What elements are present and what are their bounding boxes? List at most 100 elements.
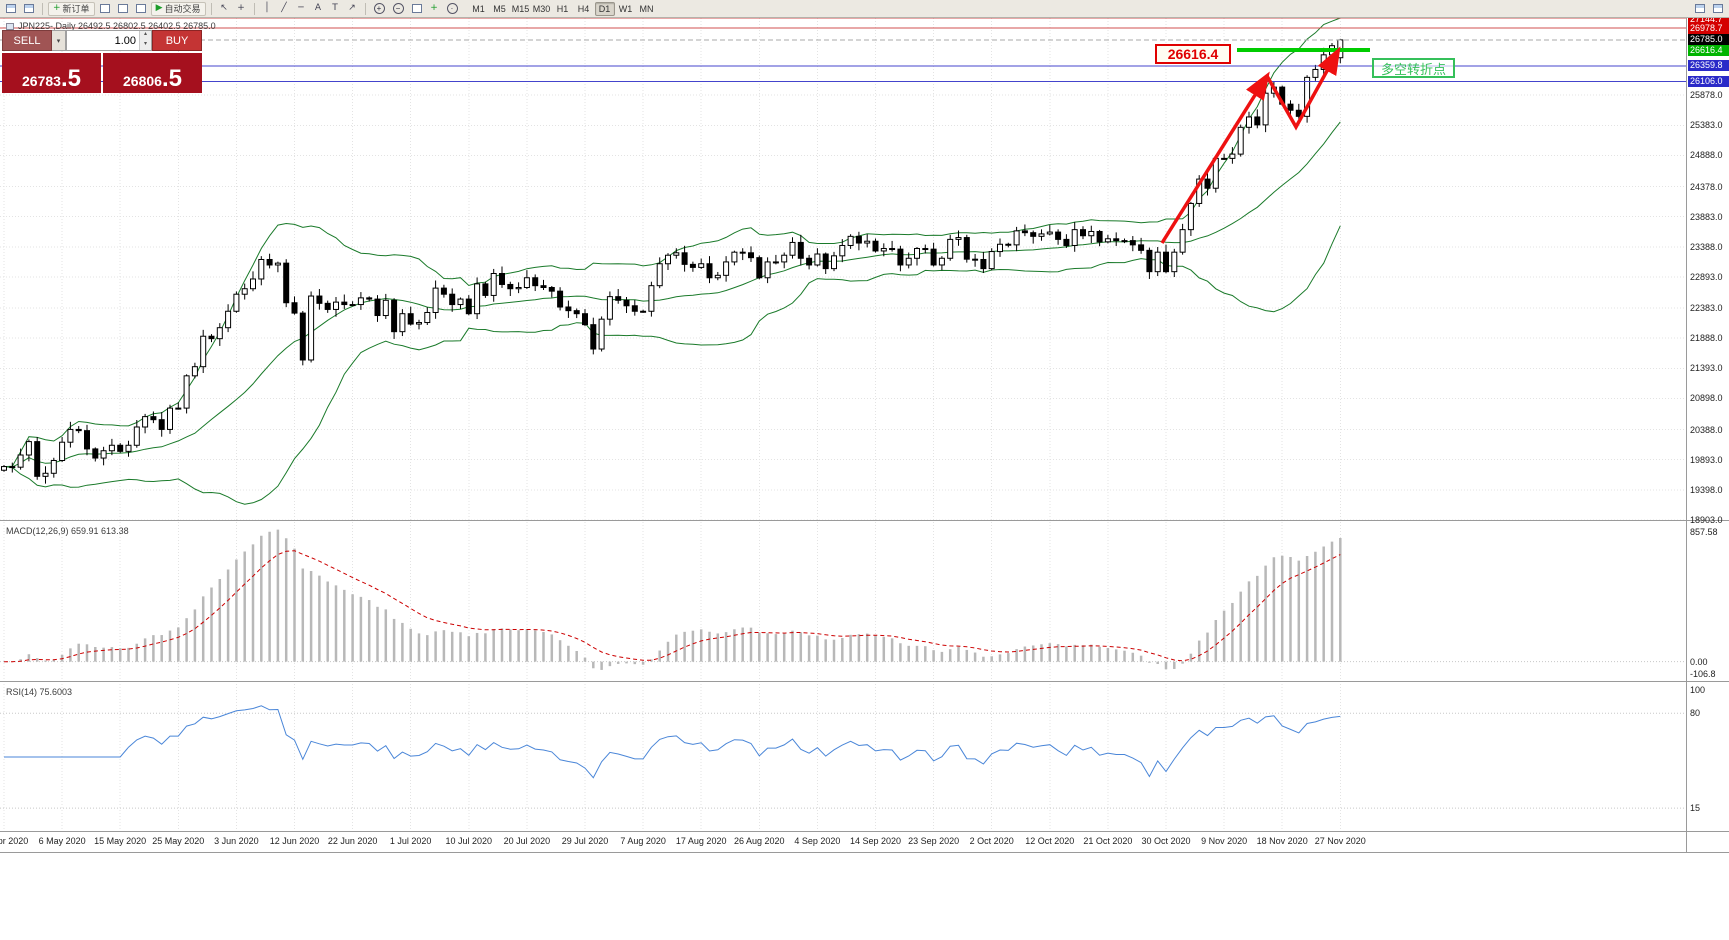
date-label: 3 Jun 2020 <box>214 836 259 846</box>
stepper-up-icon[interactable]: ▴ <box>140 31 151 41</box>
zoom-out-button[interactable]: − <box>390 2 407 16</box>
price-tick-label: 20388.0 <box>1690 424 1723 435</box>
rsi-scale-label: 15 <box>1690 803 1701 814</box>
new-chart-button[interactable] <box>3 2 19 16</box>
chevron-down-icon: ▾ <box>56 37 61 45</box>
date-label: 21 Oct 2020 <box>1083 836 1133 846</box>
autotrading-button[interactable]: ▶ 自动交易 <box>150 1 206 16</box>
window-tile-button[interactable] <box>1710 2 1726 16</box>
clock-icon: · <box>446 3 458 14</box>
arrow-tool-button[interactable]: ↗ <box>345 2 360 16</box>
buy-price-display[interactable]: 26806 .5 <box>103 53 202 93</box>
date-label: 15 May 2020 <box>94 836 147 846</box>
timeframe-m15[interactable]: M15 <box>511 3 530 14</box>
tile-windows-icon <box>411 4 422 13</box>
price-tick-label: 22893.0 <box>1690 271 1723 282</box>
macd-label: MACD(12,26,9) 659.91 613.38 <box>6 526 129 536</box>
macd-scale-label: 857.58 <box>1690 527 1718 537</box>
zoom-in-button[interactable]: + <box>371 2 388 16</box>
market-watch-icon <box>99 4 110 13</box>
navigator-icon <box>117 4 128 13</box>
chart-ohlc-header: JPN225-,Daily 26492.5 26802.5 26402.5 26… <box>6 21 216 31</box>
terminal-button[interactable] <box>133 2 149 16</box>
date-label: 25 May 2020 <box>152 836 205 846</box>
rsi-scale-label: 100 <box>1690 685 1706 695</box>
price-tick-label: 20898.0 <box>1690 393 1723 404</box>
crosshair-icon: + <box>237 3 245 13</box>
pivot-annotation-label[interactable]: 多空转折点 <box>1372 58 1456 78</box>
timeframe-h4[interactable]: H4 <box>577 3 590 14</box>
trendline-button[interactable]: ╱ <box>277 2 292 16</box>
timeframe-m5[interactable]: M5 <box>493 3 506 14</box>
buy-button[interactable]: BUY <box>152 30 202 51</box>
date-label: 4 Sep 2020 <box>794 836 841 846</box>
tile-windows-button[interactable] <box>409 2 425 16</box>
new-order-label: 新订单 <box>62 4 90 14</box>
toolbar-separator <box>42 2 43 15</box>
profiles-button[interactable] <box>21 2 37 16</box>
new-order-button[interactable]: + 新订单 <box>48 1 95 16</box>
label-tool-icon: T <box>332 3 338 13</box>
timeframe-w1[interactable]: W1 <box>618 3 633 14</box>
date-label: 22 Jun 2020 <box>327 836 378 846</box>
date-label: 9 Nov 2020 <box>1201 836 1248 846</box>
timeframe-mn[interactable]: MN <box>639 3 654 14</box>
terminal-icon <box>135 4 146 13</box>
horizontal-line-icon: ─ <box>298 3 304 13</box>
date-label: 26 Aug 2020 <box>734 836 785 846</box>
play-icon: ▶ <box>155 3 163 13</box>
toolbar-separator <box>253 2 255 15</box>
rsi-label: RSI(14) 75.6003 <box>6 687 73 697</box>
price-tick-label: 21888.0 <box>1690 333 1723 344</box>
label-tool-button[interactable]: T <box>328 2 343 16</box>
periods-button[interactable]: · <box>444 2 461 16</box>
navigator-button[interactable] <box>115 2 131 16</box>
stepper-down-icon[interactable]: ▾ <box>140 40 151 50</box>
date-label: 7 Aug 2020 <box>620 836 666 846</box>
date-label: 27 Nov 2020 <box>1314 836 1366 846</box>
level-price-label[interactable]: 26616.4 <box>1155 44 1231 64</box>
sell-dropdown-button[interactable]: ▾ <box>52 30 66 51</box>
symbol-ohlc-text: JPN225-,Daily 26492.5 26802.5 26402.5 26… <box>18 21 216 31</box>
indicators-plus-icon: + <box>430 3 438 13</box>
vertical-line-button[interactable]: │ <box>260 2 275 16</box>
date-axis: 27 Apr 2020 6 May 2020 15 May 2020 25 May 2… <box>0 833 1686 850</box>
timeframe-m30[interactable]: M30 <box>532 3 551 14</box>
zoom-in-icon: + <box>373 3 385 14</box>
horizontal-line-button[interactable]: ─ <box>294 2 309 16</box>
vertical-line-icon: │ <box>264 3 270 13</box>
indicators-button[interactable]: + <box>427 2 442 16</box>
market-watch-button[interactable] <box>97 2 113 16</box>
autotrading-label: 自动交易 <box>164 4 201 14</box>
profiles-icon <box>24 4 34 13</box>
sell-button[interactable]: SELL <box>2 30 52 51</box>
price-scale-badge: 26106.0 <box>1688 75 1729 87</box>
date-label: 23 Sep 2020 <box>908 836 960 846</box>
price-scale: 25878.0 25383.0 24888.0 24378.0 23883.0 23388… <box>1688 0 1729 940</box>
price-tick-label: 25878.0 <box>1690 90 1723 101</box>
volume-field: ▴ ▾ <box>66 30 152 51</box>
sell-price-display[interactable]: 26783 .5 <box>2 53 101 93</box>
date-label: 1 Jul 2020 <box>389 836 432 846</box>
price-tick-label: 22383.0 <box>1690 303 1723 314</box>
timeframe-m1[interactable]: M1 <box>472 3 485 14</box>
volume-stepper: ▴ ▾ <box>139 31 151 50</box>
price-tick-label: 21393.0 <box>1690 363 1723 374</box>
crosshair-button[interactable]: + <box>234 2 249 16</box>
volume-input[interactable] <box>67 31 139 50</box>
price-tick-label: 19893.0 <box>1690 454 1723 465</box>
text-tool-button[interactable]: A <box>311 2 326 16</box>
timeframe-h1[interactable]: H1 <box>556 3 569 14</box>
cursor-button[interactable]: ↖ <box>217 2 232 16</box>
price-tick-label: 19398.0 <box>1690 484 1723 495</box>
window-cascade-icon <box>1695 4 1705 13</box>
date-label: 6 May 2020 <box>38 836 86 846</box>
arrow-tool-icon: ↗ <box>348 3 356 13</box>
toolbar-separator <box>364 2 366 15</box>
price-scale-badge: 26978.7 <box>1688 22 1729 34</box>
toolbar-separator <box>210 2 212 15</box>
timeframe-d1[interactable]: D1 <box>594 1 615 16</box>
window-cascade-button[interactable] <box>1692 2 1708 16</box>
main-toolbar: + 新订单 ▶ 自动交易 ↖ + │ ╱ ─ A T ↗ + − + · M1 M… <box>0 0 1729 18</box>
